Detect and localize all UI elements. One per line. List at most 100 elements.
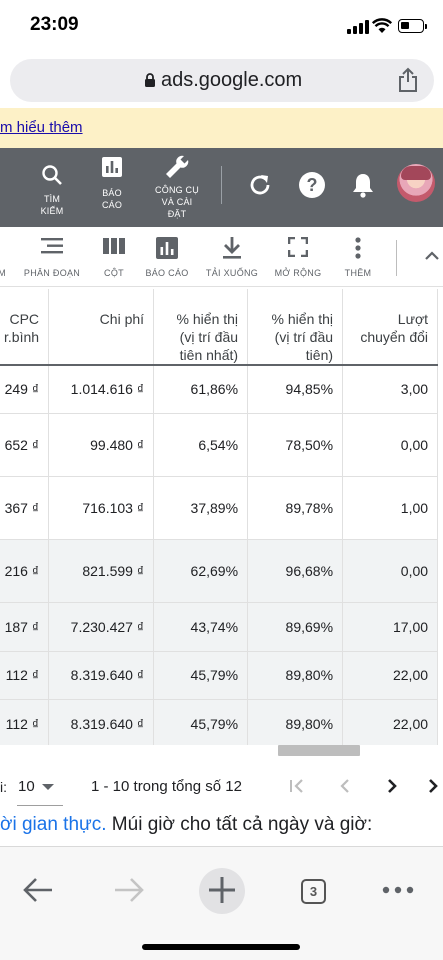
table-row[interactable]: 112 ₫ 8.319.640 ₫ 45,79% 89,80% 22,00 xyxy=(0,699,439,745)
cell-abs-top: 43,74% xyxy=(153,602,249,652)
cell-top: 96,68% xyxy=(247,539,344,603)
help-icon[interactable]: ? xyxy=(298,171,326,199)
back-arrow-icon[interactable] xyxy=(18,870,58,910)
action-prev-item[interactable]: M xyxy=(0,227,14,287)
expand-icon xyxy=(288,237,308,257)
action-more[interactable]: THÊM xyxy=(336,227,380,287)
action-label: PHÂN ĐOẠN xyxy=(23,268,81,278)
action-columns[interactable]: CỘT xyxy=(92,227,136,287)
horizontal-scrollbar[interactable] xyxy=(278,745,360,756)
action-report[interactable]: BÁO CÁO xyxy=(140,227,194,287)
plus-icon[interactable] xyxy=(202,870,242,910)
select-underline xyxy=(17,805,63,806)
toolbar-reports-button[interactable]: BÁO CÁO xyxy=(90,148,134,227)
timezone-note: ời gian thực. Múi giờ cho tất cả ngày và… xyxy=(0,814,372,836)
table-header-row: CPC r.bình Chi phí % hiển thị (vị trí đầu t… xyxy=(0,289,439,366)
toolbar-search-button[interactable]: TÌM KIẾM xyxy=(30,148,74,227)
table-row[interactable]: 112 ₫ 8.319.640 ₫ 45,79% 89,80% 22,00 xyxy=(0,651,439,700)
action-label: CỘT xyxy=(104,268,124,278)
toolbar-tools-button[interactable]: CÔNG CỤ VÀ CÀI ĐẶT xyxy=(150,148,204,227)
table-row[interactable]: 216 ₫ 821.599 ₫ 62,69% 96,68% 0,00 xyxy=(0,539,439,603)
chevron-up-icon[interactable] xyxy=(424,248,440,264)
download-icon xyxy=(223,237,241,259)
cell-top: 89,78% xyxy=(247,476,344,540)
cell-top: 89,80% xyxy=(247,651,344,700)
header-line: % hiển thị xyxy=(176,311,239,327)
cell-conversions: 0,00 xyxy=(342,539,439,603)
pagination-info: 1 - 10 trong tổng số 12 xyxy=(91,778,242,795)
cell-abs-top: 6,54% xyxy=(153,413,249,477)
header-abs-top-impr[interactable]: % hiển thị (vị trí đầu tiên nhất) xyxy=(153,289,249,366)
svg-text:?: ? xyxy=(307,175,318,195)
table-row[interactable]: 249 ₫ 1.014.616 ₫ 61,86% 94,85% 3,00 xyxy=(0,365,439,414)
refresh-icon[interactable] xyxy=(247,172,273,198)
forward-arrow-icon[interactable] xyxy=(109,870,149,910)
next-page-icon[interactable] xyxy=(382,776,402,796)
notice-banner xyxy=(0,108,443,148)
report-chart-icon xyxy=(156,237,178,259)
header-line: (vị trí đầu xyxy=(274,329,334,345)
url-text[interactable]: ads.google.com xyxy=(161,69,303,91)
home-indicator[interactable] xyxy=(142,944,300,950)
cell-conversions: 17,00 xyxy=(342,602,439,652)
toolbar-label: ĐẶT xyxy=(167,209,187,219)
search-icon xyxy=(42,165,62,185)
cell-cpc: 112 ₫ xyxy=(0,699,50,745)
cell-top: 78,50% xyxy=(247,413,344,477)
dropdown-caret-icon[interactable] xyxy=(42,784,54,790)
address-bar[interactable] xyxy=(10,59,434,102)
status-time: 23:09 xyxy=(30,14,79,35)
last-page-icon[interactable] xyxy=(425,776,443,796)
actions-divider xyxy=(396,240,397,276)
learn-more-link[interactable]: m hiểu thêm xyxy=(0,119,83,136)
cell-top: 89,69% xyxy=(247,602,344,652)
account-avatar[interactable] xyxy=(397,164,435,202)
cell-cost: 8.319.640 ₫ xyxy=(48,699,155,745)
wrench-icon xyxy=(166,155,189,178)
rows-per-page-select[interactable]: 10 xyxy=(18,778,35,795)
metrics-table: CPC r.bình Chi phí % hiển thị (vị trí đầu t… xyxy=(0,289,439,745)
table-row[interactable]: 367 ₫ 716.103 ₫ 37,89% 89,78% 1,00 xyxy=(0,476,439,540)
prev-page-icon[interactable] xyxy=(335,776,355,796)
cell-top: 89,80% xyxy=(247,699,344,745)
cell-cost: 99.480 ₫ xyxy=(48,413,155,477)
cell-abs-top: 62,69% xyxy=(153,539,249,603)
cell-abs-top: 45,79% xyxy=(153,699,249,745)
share-icon[interactable] xyxy=(396,67,420,93)
more-horiz-icon[interactable] xyxy=(378,870,418,910)
notifications-icon[interactable] xyxy=(350,171,376,199)
cell-cost: 716.103 ₫ xyxy=(48,476,155,540)
header-line: Chi phí xyxy=(99,311,145,327)
status-bar: 23:09 xyxy=(0,0,443,52)
header-cost[interactable]: Chi phí xyxy=(48,289,155,366)
header-line: r.bình xyxy=(4,329,40,345)
pagination-bar xyxy=(0,757,443,817)
more-vert-icon xyxy=(355,237,361,259)
cell-cpc: 249 ₫ xyxy=(0,365,50,414)
avatar-hair xyxy=(401,166,431,180)
action-download[interactable]: TẢI XUỐNG xyxy=(201,227,263,287)
cell-cpc: 367 ₫ xyxy=(0,476,50,540)
rows-per-page-label: i: xyxy=(0,779,7,795)
battery-icon xyxy=(398,19,424,33)
tab-switcher-button[interactable]: 3 xyxy=(301,879,326,904)
header-top-impr[interactable]: % hiển thị (vị trí đầu tiên) xyxy=(247,289,344,366)
toolbar-label: CÁO xyxy=(101,200,123,210)
table-row[interactable]: 187 ₫ 7.230.427 ₫ 43,74% 89,69% 17,00 xyxy=(0,602,439,652)
action-segment[interactable]: PHÂN ĐOẠN xyxy=(20,227,84,287)
realtime-link[interactable]: ời gian thực. xyxy=(0,814,107,835)
cell-cost: 1.014.616 ₫ xyxy=(48,365,155,414)
header-conversions[interactable]: Lượt chuyển đổi xyxy=(342,289,439,366)
table-row[interactable]: 652 ₫ 99.480 ₫ 6,54% 78,50% 0,00 xyxy=(0,413,439,477)
action-label: MỞ RỘNG xyxy=(274,268,322,278)
action-expand[interactable]: MỞ RỘNG xyxy=(270,227,326,287)
signal-icon xyxy=(347,20,369,34)
cell-cost: 8.319.640 ₫ xyxy=(48,651,155,700)
header-line: chuyển đổi xyxy=(360,329,429,345)
toolbar-label: TÌM xyxy=(43,194,61,204)
cell-conversions: 22,00 xyxy=(342,651,439,700)
header-avg-cpc[interactable]: CPC r.bình xyxy=(0,289,50,366)
cell-cpc: 216 ₫ xyxy=(0,539,50,603)
first-page-icon[interactable] xyxy=(287,776,307,796)
toolbar-label: KIẾM xyxy=(40,206,64,216)
